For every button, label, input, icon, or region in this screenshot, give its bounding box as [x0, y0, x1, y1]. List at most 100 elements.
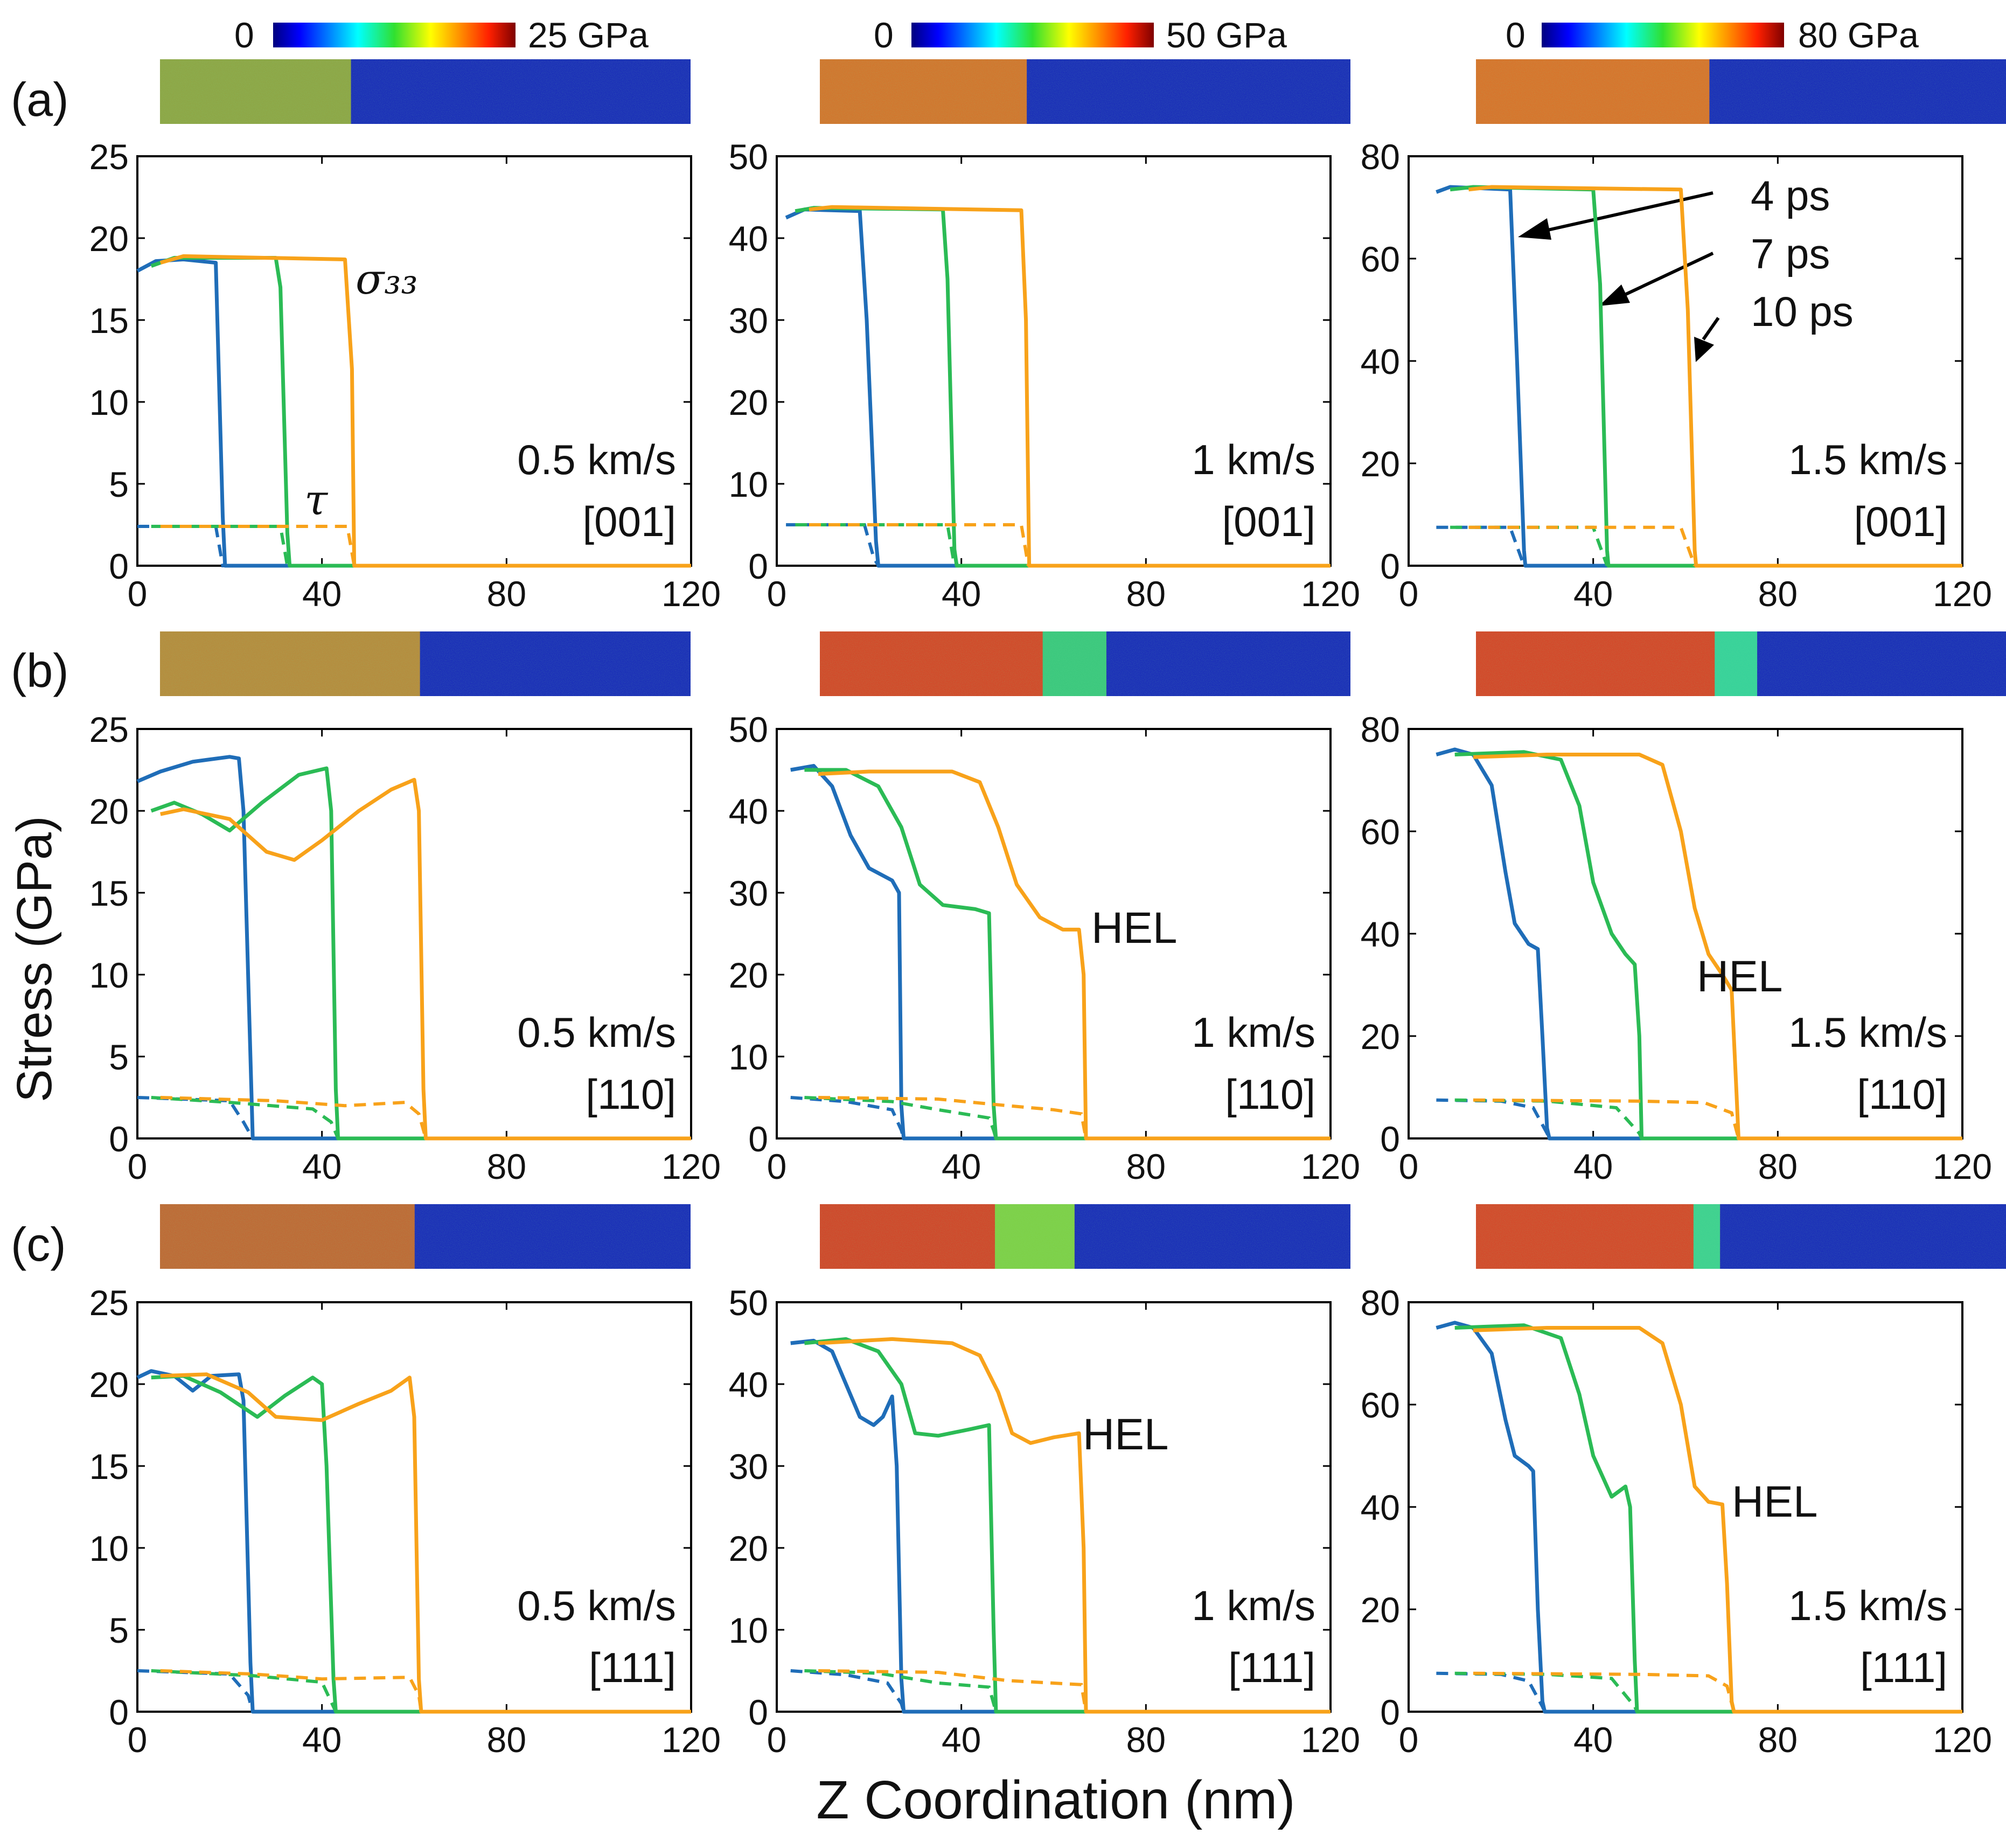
y-tick-label: 0 [1380, 1119, 1400, 1159]
x-tick-label: 120 [1933, 574, 1992, 614]
y-tick-label: 40 [729, 791, 768, 831]
sigma33-line-4ps [790, 763, 1331, 1141]
colorbar-gradient [273, 23, 516, 47]
y-tick-label: 80 [1361, 137, 1400, 177]
y-tick-label: 0 [748, 546, 768, 586]
arrowhead-4ps [1518, 218, 1551, 240]
tau-line-10ps [160, 1096, 428, 1139]
tau-line-7ps [151, 1669, 338, 1713]
x-tick-label: 80 [1126, 1720, 1166, 1760]
x-tick-label: 120 [1301, 574, 1360, 614]
row-label-b: (b) [11, 644, 69, 697]
velocity-label: 1.5 km/s [1788, 1009, 1947, 1056]
tau-line-10ps [809, 523, 1030, 566]
velocity-label: 1.5 km/s [1788, 1582, 1947, 1629]
x-tick-label: 0 [128, 574, 148, 614]
direction-label: [110] [1857, 1071, 1947, 1118]
x-tick-label: 80 [1758, 1720, 1798, 1760]
colorbar-max-label: 50 GPa [1166, 15, 1287, 55]
velocity-label: 1.5 km/s [1788, 436, 1947, 483]
arrow-10ps [1702, 317, 1720, 341]
y-tick-label: 20 [1361, 1017, 1400, 1057]
y-tick-label: 20 [729, 383, 768, 422]
sigma33-line-10ps [1468, 185, 1962, 568]
x-tick-label: 40 [942, 1147, 981, 1186]
sigma33-line-4ps [1436, 185, 1962, 568]
direction-label: [111] [1228, 1644, 1315, 1691]
stress-panel: 0 5 10 15 20 25 0 40 80 120 0.5 km/s [001] [89, 137, 721, 614]
colormap-strip [820, 631, 1350, 696]
x-tick-label: 0 [767, 574, 787, 614]
y-tick-label: 40 [1361, 342, 1400, 381]
tau-line-4ps [790, 1669, 906, 1712]
y-tick-label: 10 [89, 383, 129, 422]
sigma33-line-10ps [1473, 753, 1962, 1141]
x-tick-label: 80 [487, 574, 526, 614]
y-tick-label: 0 [109, 546, 129, 586]
sigma33-line-10ps [818, 1337, 1331, 1714]
velocity-label: 1 km/s [1192, 436, 1315, 483]
x-tick-label: 120 [661, 1147, 721, 1186]
sigma33-line-7ps [1454, 750, 1962, 1141]
y-tick-label: 20 [89, 1365, 129, 1405]
arrowhead-7ps [1599, 284, 1630, 306]
stress-panel: 0 10 20 30 40 50 0 40 80 120 1 km/s [001] [729, 137, 1360, 614]
x-tick-label: 0 [1399, 574, 1419, 614]
direction-label: [111] [589, 1644, 676, 1691]
colormap-noise [820, 1204, 1350, 1269]
colorbar-max-label: 80 GPa [1798, 15, 1919, 55]
direction-label: [110] [1225, 1071, 1315, 1118]
velocity-label: 0.5 km/s [517, 436, 676, 483]
stress-panel: 0 20 40 60 80 0 40 80 120 1.5 km/s [111] [1361, 1283, 1992, 1760]
y-tick-label: 10 [729, 1037, 768, 1077]
colormap-strip [1476, 59, 2006, 124]
y-tick-label: 80 [1361, 710, 1400, 749]
y-tick-label: 20 [89, 791, 129, 831]
tau-label: τ [304, 476, 329, 525]
x-tick-label: 120 [1933, 1147, 1992, 1186]
y-tick-label: 30 [729, 1447, 768, 1486]
colormap-strip [160, 631, 691, 696]
x-tick-label: 0 [767, 1720, 787, 1760]
tau-line-10ps [1473, 1098, 1740, 1139]
x-tick-label: 40 [1573, 1147, 1613, 1186]
y-tick-label: 15 [89, 873, 129, 913]
y-tick-label: 0 [1380, 1692, 1400, 1732]
stress-panel: 0 20 40 60 80 0 40 80 120 1.5 km/s [110] [1361, 710, 1992, 1186]
tau-line-4ps [786, 523, 880, 567]
x-tick-label: 40 [302, 1147, 342, 1186]
tau-line-7ps [1450, 525, 1609, 567]
x-tick-label: 80 [1758, 1147, 1798, 1186]
sigma33-line-10ps [160, 1372, 691, 1714]
direction-label: [111] [1860, 1644, 1947, 1691]
x-tick-label: 0 [1399, 1720, 1419, 1760]
y-tick-label: 60 [1361, 1385, 1400, 1425]
y-tick-label: 0 [109, 1692, 129, 1732]
time-legend: 4 ps 7 ps 10 ps [1518, 172, 1854, 362]
sigma33-line-7ps [1450, 185, 1962, 568]
legend-label-10ps: 10 ps [1751, 288, 1854, 335]
tau-line-10ps [1468, 525, 1696, 567]
y-tick-label: 15 [89, 301, 129, 341]
colorbar-gradient [911, 23, 1154, 47]
direction-label: [001] [1854, 498, 1947, 545]
velocity-label: 0.5 km/s [517, 1582, 676, 1629]
x-tick-label: 40 [942, 574, 981, 614]
y-tick-label: 15 [89, 1447, 129, 1486]
y-tick-label: 80 [1361, 1283, 1400, 1323]
y-tick-label: 40 [729, 1365, 768, 1405]
colorbar-gradient [1542, 23, 1784, 47]
hel-label: HEL [1083, 1410, 1169, 1459]
y-tick-label: 50 [729, 710, 768, 749]
x-tick-label: 120 [661, 574, 721, 614]
colorbar-max-label: 25 GPa [528, 15, 649, 55]
stress-panel: 0 20 40 60 80 0 40 80 120 1.5 km/s [001] [1361, 137, 1992, 614]
panels: 0 5 10 15 20 25 0 40 80 120 0.5 km/s [001] 0 10 20 30 40… [89, 59, 2006, 1760]
tau-line-10ps [818, 1096, 1088, 1139]
y-tick-label: 60 [1361, 239, 1400, 279]
row-label-a: (a) [11, 73, 69, 126]
tau-line-4ps [790, 1096, 906, 1139]
y-axis-label: Stress (GPa) [7, 816, 62, 1102]
tau-line-10ps [160, 525, 356, 566]
sigma33-line-10ps [809, 205, 1331, 568]
